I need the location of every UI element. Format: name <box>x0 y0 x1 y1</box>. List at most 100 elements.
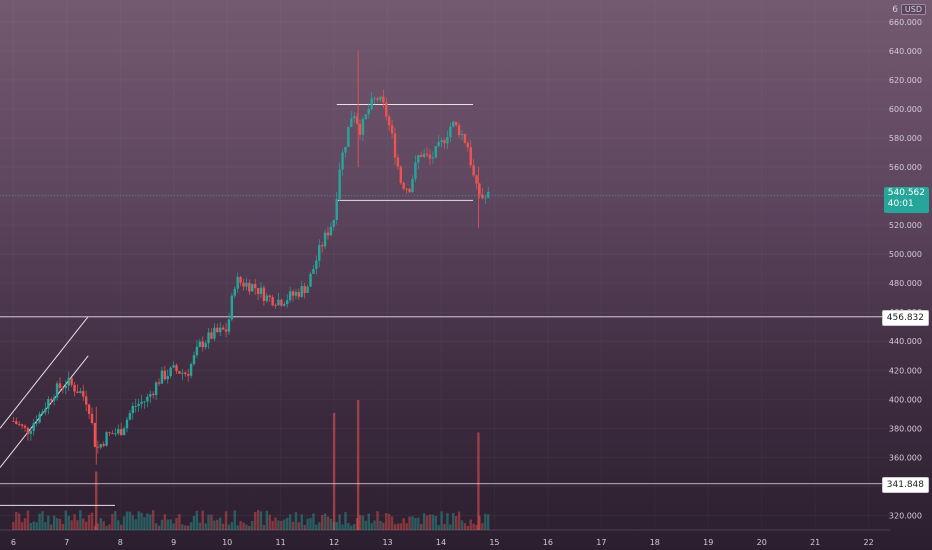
candle <box>172 361 175 369</box>
candle <box>76 384 79 394</box>
level-price-label: 456.832 <box>881 309 929 326</box>
volume-bar <box>452 512 455 530</box>
candle <box>425 147 429 158</box>
volume-bar <box>146 513 149 530</box>
candle <box>87 403 91 419</box>
candle <box>309 271 312 287</box>
candle <box>253 279 257 296</box>
candle <box>184 371 187 377</box>
volume-bar <box>192 515 196 530</box>
candle <box>265 292 269 304</box>
candle <box>420 151 423 158</box>
volume-bar <box>256 510 260 530</box>
candle <box>143 400 146 409</box>
volume-bar <box>181 524 184 530</box>
candle <box>332 219 336 231</box>
candle <box>466 140 470 152</box>
volume-bar <box>300 514 303 530</box>
x-tick-label: 17 <box>596 538 606 547</box>
candle <box>64 380 68 395</box>
volume-bar <box>385 512 388 530</box>
candle <box>417 154 420 169</box>
volume-bar <box>38 513 41 530</box>
candle <box>17 421 21 427</box>
candle <box>67 371 70 392</box>
volume-bar <box>353 524 356 530</box>
volume-bar <box>463 523 467 530</box>
x-tick-label: 16 <box>543 538 553 547</box>
volume-bar <box>151 510 155 530</box>
volume-bar <box>26 510 30 530</box>
candle <box>157 378 161 386</box>
time-axis[interactable]: 6 7 8 9 10 11 12 13 14 15 16 17 18 19 20 21 22 <box>0 529 890 547</box>
volume-bar <box>344 512 347 530</box>
volume-bar <box>50 524 53 530</box>
price-axis[interactable]: 320.000340.000360.000380.000400.000420.0… <box>889 18 922 521</box>
volume-bar <box>422 513 426 530</box>
candle <box>151 391 155 399</box>
candle <box>186 368 190 382</box>
candle <box>137 398 140 412</box>
volume-bar <box>286 517 289 530</box>
candle <box>239 275 242 287</box>
x-tick-label: 6 <box>11 538 16 547</box>
candle <box>329 222 333 237</box>
volume-bar <box>224 511 228 530</box>
y-tick-label: 400.000 <box>889 395 922 404</box>
volume-bar <box>108 524 111 530</box>
candle <box>335 192 338 225</box>
volume-bar <box>312 513 315 530</box>
x-tick-label: 7 <box>64 538 69 547</box>
volume-bar <box>440 511 443 530</box>
volume-bar <box>216 519 219 530</box>
current-price-value: 540.562 <box>887 188 925 199</box>
volume-bar <box>417 517 420 530</box>
candle <box>84 390 88 412</box>
candle <box>434 145 437 159</box>
volume-bar <box>367 513 370 530</box>
volume-bar <box>358 514 362 530</box>
y-tick-label: 620.000 <box>889 76 922 85</box>
volume-bar <box>131 515 135 530</box>
candle <box>20 423 24 430</box>
volume-bar <box>32 521 35 530</box>
y-tick-label: 600.000 <box>889 105 922 114</box>
candle <box>55 381 59 401</box>
candle <box>460 130 464 141</box>
candle <box>221 324 225 331</box>
candle <box>189 362 193 379</box>
candle <box>452 120 455 128</box>
volume-bar <box>437 525 440 530</box>
candle <box>341 149 344 176</box>
candle <box>166 369 169 384</box>
volume-bar <box>140 512 143 530</box>
candle <box>437 134 440 148</box>
currency-badge[interactable]: USD <box>900 4 926 15</box>
candle <box>128 410 132 421</box>
candle <box>15 417 18 425</box>
volume-bar <box>20 522 24 530</box>
x-tick-label: 13 <box>382 538 392 547</box>
candle <box>320 242 324 253</box>
volume-bar <box>149 514 152 530</box>
volume-bar <box>207 514 210 530</box>
volume-bar <box>41 511 44 530</box>
candle <box>204 340 207 350</box>
candle <box>382 89 385 108</box>
candle <box>12 417 15 423</box>
candle <box>134 398 137 413</box>
volume-bar <box>17 513 21 530</box>
volume-bar <box>469 519 472 530</box>
volume-spike <box>95 471 98 530</box>
candle <box>114 428 117 437</box>
volume-bar <box>230 522 234 530</box>
volume-spike <box>332 413 336 530</box>
volume-bar <box>446 513 449 530</box>
chart-grid <box>0 0 890 530</box>
candle <box>245 278 248 291</box>
volume-bar <box>323 513 327 530</box>
volume-bar <box>186 525 190 530</box>
volume-bar <box>233 510 236 530</box>
volume-bar <box>472 523 475 530</box>
